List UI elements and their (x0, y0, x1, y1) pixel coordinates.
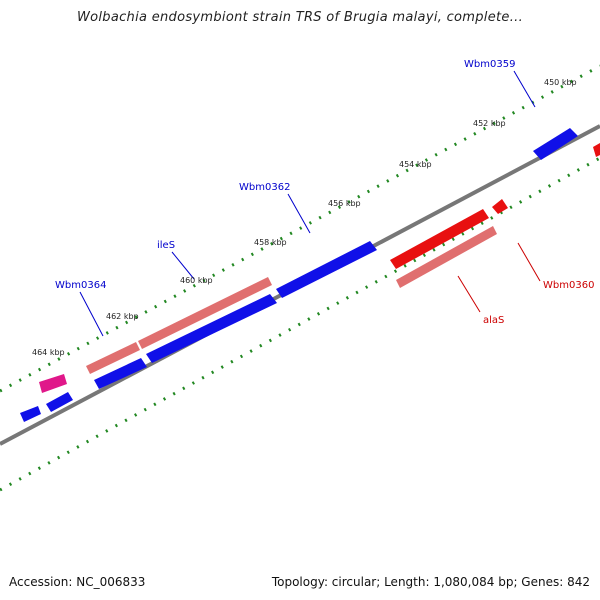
gene-feature[interactable] (94, 358, 147, 389)
gene-feature[interactable] (46, 392, 73, 412)
gene-label[interactable]: Wbm0359 (464, 59, 515, 70)
gene-feature[interactable] (396, 226, 497, 288)
gene-labels: Wbm0359 Wbm0362 ileS Wbm0364 Wbm0360 ala… (55, 59, 594, 326)
outer-tick-track (0, 64, 600, 393)
gene-label[interactable]: ileS (157, 240, 175, 251)
gene-feature[interactable] (39, 374, 67, 393)
scale-label: 460 kbp (180, 276, 213, 285)
scale-label: 464 kbp (32, 348, 65, 357)
scale-label: 452 kbp (473, 119, 506, 128)
scale-label: 456 kbp (328, 199, 361, 208)
inner-tick-track (0, 156, 600, 492)
gene-feature[interactable] (390, 209, 489, 269)
gene-label[interactable]: alaS (483, 315, 504, 326)
gene-label[interactable]: Wbm0360 (543, 280, 594, 291)
label-leaders (79, 70, 541, 337)
scale-label: 458 kbp (254, 238, 287, 247)
scale-labels: 450 kbp 452 kbp 454 kbp 456 kbp 458 kbp … (32, 78, 577, 357)
gene-feature[interactable] (138, 277, 272, 349)
map-title: Wolbachia endosymbiont strain TRS of Bru… (76, 10, 524, 25)
rna-genes (86, 226, 497, 374)
gene-label[interactable]: Wbm0364 (55, 280, 106, 291)
gene-label[interactable]: Wbm0362 (239, 182, 290, 193)
topology-text: Topology: circular; Length: 1,080,084 bp… (271, 575, 590, 589)
scale-label: 454 kbp (399, 160, 432, 169)
gene-feature[interactable] (276, 241, 377, 298)
gene-feature[interactable] (492, 199, 508, 214)
forward-genes (20, 128, 578, 422)
gene-feature[interactable] (20, 406, 41, 422)
gene-feature[interactable] (86, 342, 140, 374)
gene-feature[interactable] (146, 294, 277, 363)
accession-text: Accession: NC_006833 (9, 575, 146, 589)
gene-feature[interactable] (593, 143, 600, 157)
reverse-genes (390, 143, 600, 269)
scale-label: 462 kbp (106, 312, 139, 321)
scale-label: 450 kbp (544, 78, 577, 87)
gene-feature[interactable] (533, 128, 578, 160)
